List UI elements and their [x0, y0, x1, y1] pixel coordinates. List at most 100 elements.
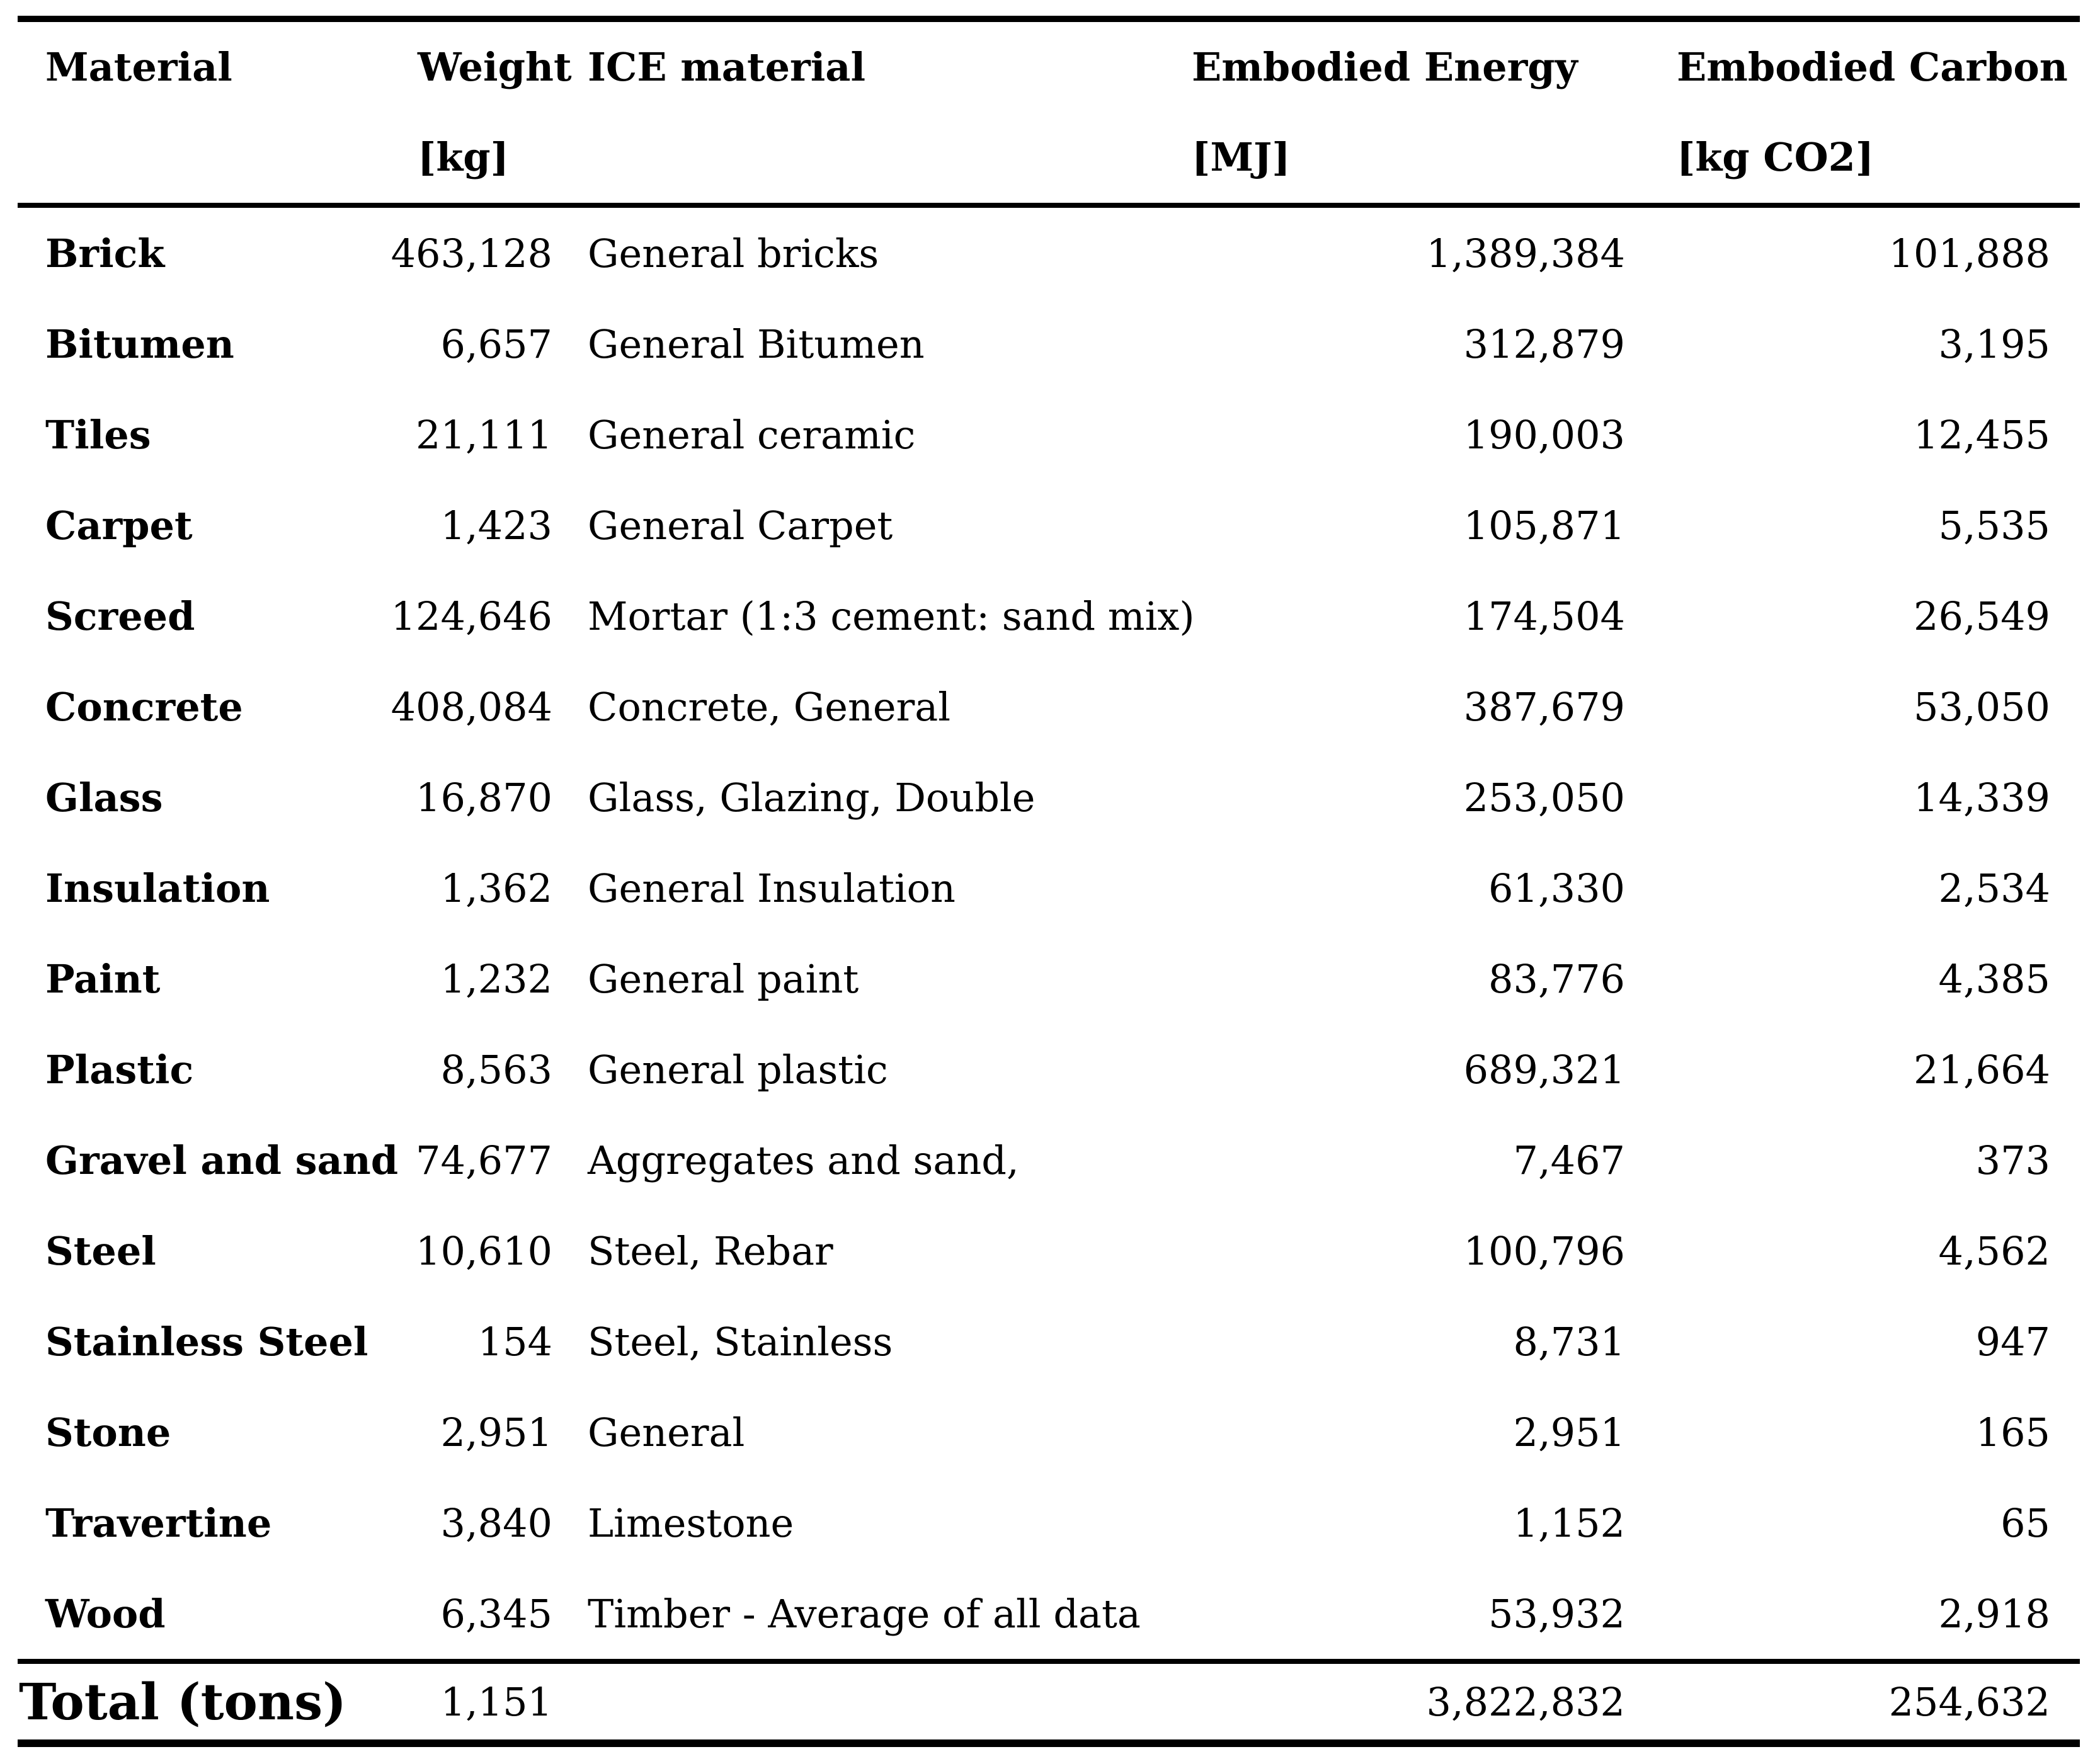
header-separator-line [18, 203, 2080, 208]
header-material-unit [45, 112, 370, 202]
material-cell: Carpet [45, 502, 193, 549]
material-cell: Travertine [45, 1500, 272, 1546]
material-cell: Stainless Steel [45, 1318, 368, 1365]
material-cell: Brick [45, 230, 165, 276]
embodied-carbon-cell: 14,339 [1914, 774, 2050, 821]
embodied-energy-cell: 312,879 [1463, 321, 1625, 367]
embodied-carbon-cell: 165 [1975, 1409, 2050, 1455]
material-cell: Plastic [45, 1046, 194, 1093]
header-ice-material-unit [588, 112, 1024, 202]
ice-material-cell: General plastic [588, 1046, 888, 1093]
embodied-carbon-cell: 26,549 [1914, 593, 2050, 639]
embodied-energy-cell: 100,796 [1463, 1227, 1625, 1274]
weight-cell: 1,362 [440, 865, 553, 911]
header-embodied-energy-label: Embodied Energy [1192, 44, 1578, 90]
embodied-energy-cell: 8,731 [1513, 1318, 1626, 1365]
table-row: Paint 1,232 General paint 83,776 4,385 [18, 933, 2080, 1024]
embodied-energy-cell: 1,389,384 [1426, 230, 1625, 276]
table-row: Insulation 1,362 General Insulation 61,3… [18, 843, 2080, 933]
weight-cell: 8,563 [440, 1046, 553, 1093]
embodied-carbon-cell: 5,535 [1938, 502, 2051, 549]
weight-cell: 154 [477, 1318, 552, 1365]
embodied-energy-cell: 1,152 [1513, 1500, 1626, 1546]
material-cell: Steel [45, 1227, 156, 1274]
embodied-carbon-cell: 2,534 [1938, 865, 2051, 911]
ice-material-cell: Steel, Stainless [588, 1318, 893, 1365]
material-cell: Paint [45, 955, 161, 1002]
total-embodied-energy-cell: 3,822,832 [1426, 1678, 1625, 1725]
embodied-energy-cell: 7,467 [1513, 1137, 1626, 1183]
table-bottom-border [18, 1739, 2080, 1747]
total-embodied-carbon-cell: 254,632 [1888, 1678, 2050, 1725]
header-material: Material [18, 22, 370, 203]
table-top-border [18, 16, 2080, 22]
material-cell: Stone [45, 1409, 171, 1455]
embodied-energy-cell: 387,679 [1463, 683, 1625, 730]
ice-material-cell: General bricks [588, 230, 879, 276]
material-cell: Concrete [45, 683, 243, 730]
material-cell: Tiles [45, 411, 151, 458]
embodied-carbon-cell: 21,664 [1914, 1046, 2050, 1093]
header-embodied-carbon: Embodied Carbon [kg CO2] [1625, 22, 2080, 203]
weight-cell: 6,657 [440, 321, 553, 367]
ice-material-cell: Timber - Average of all data [588, 1590, 1141, 1637]
materials-table: Material Weight [kg] ICE material Embodi… [18, 16, 2080, 1747]
embodied-energy-cell: 689,321 [1463, 1046, 1625, 1093]
header-ice-material-label: ICE material [588, 44, 865, 90]
table-row: Wood 6,345 Timber - Average of all data … [18, 1568, 2080, 1659]
total-weight-cell: 1,151 [440, 1678, 553, 1725]
weight-cell: 21,111 [416, 411, 552, 458]
embodied-carbon-cell: 4,562 [1938, 1227, 2051, 1274]
table-row: Carpet 1,423 General Carpet 105,871 5,53… [18, 480, 2080, 571]
embodied-carbon-cell: 65 [2000, 1500, 2050, 1546]
table-row: Glass 16,870 Glass, Glazing, Double 253,… [18, 752, 2080, 843]
ice-material-cell: Limestone [588, 1500, 794, 1546]
material-cell: Gravel and sand [45, 1137, 399, 1183]
weight-cell: 6,345 [440, 1590, 553, 1637]
table-row: Screed 124,646 Mortar (1:3 cement: sand … [18, 571, 2080, 661]
weight-cell: 2,951 [440, 1409, 553, 1455]
weight-cell: 408,084 [391, 683, 552, 730]
weight-cell: 16,870 [416, 774, 552, 821]
table-row: Steel 10,610 Steel, Rebar 100,796 4,562 [18, 1205, 2080, 1296]
embodied-carbon-cell: 2,918 [1938, 1590, 2051, 1637]
material-cell: Insulation [45, 865, 270, 911]
embodied-carbon-cell: 53,050 [1914, 683, 2050, 730]
weight-cell: 1,423 [440, 502, 553, 549]
embodied-carbon-cell: 947 [1975, 1318, 2050, 1365]
ice-material-cell: Steel, Rebar [588, 1227, 833, 1274]
embodied-energy-cell: 83,776 [1488, 955, 1625, 1002]
material-cell: Wood [45, 1590, 166, 1637]
embodied-energy-cell: 253,050 [1463, 774, 1625, 821]
embodied-energy-cell: 2,951 [1513, 1409, 1626, 1455]
table-header-row: Material Weight [kg] ICE material Embodi… [18, 22, 2080, 203]
table-row: Plastic 8,563 General plastic 689,321 21… [18, 1024, 2080, 1115]
embodied-energy-cell: 190,003 [1463, 411, 1625, 458]
ice-material-cell: General ceramic [588, 411, 916, 458]
embodied-carbon-cell: 12,455 [1914, 411, 2050, 458]
ice-material-cell: General Bitumen [588, 321, 925, 367]
ice-material-cell: Mortar (1:3 cement: sand mix) [588, 593, 1195, 639]
table-row: Travertine 3,840 Limestone 1,152 65 [18, 1477, 2080, 1568]
table-row: Brick 463,128 General bricks 1,389,384 1… [18, 208, 2080, 299]
material-cell: Screed [45, 593, 195, 639]
embodied-carbon-cell: 373 [1975, 1137, 2050, 1183]
table-row: Bitumen 6,657 General Bitumen 312,879 3,… [18, 299, 2080, 389]
material-cell: Bitumen [45, 321, 234, 367]
weight-cell: 3,840 [440, 1500, 553, 1546]
weight-cell: 463,128 [391, 230, 552, 276]
header-weight: Weight [kg] [370, 22, 572, 203]
weight-cell: 124,646 [391, 593, 552, 639]
table-row: Stainless Steel 154 Steel, Stainless 8,7… [18, 1296, 2080, 1387]
total-label: Total (tons) [19, 1672, 346, 1731]
embodied-energy-cell: 174,504 [1463, 593, 1625, 639]
ice-material-cell: General Carpet [588, 502, 893, 549]
ice-material-cell: General Insulation [588, 865, 956, 911]
ice-material-cell: Aggregates and sand, [588, 1137, 1019, 1183]
header-embodied-carbon-unit: [kg CO2] [1677, 134, 1875, 180]
embodied-carbon-cell: 101,888 [1888, 230, 2050, 276]
table-row: Gravel and sand 74,677 Aggregates and sa… [18, 1115, 2080, 1205]
embodied-carbon-cell: 3,195 [1938, 321, 2051, 367]
weight-cell: 74,677 [416, 1137, 552, 1183]
